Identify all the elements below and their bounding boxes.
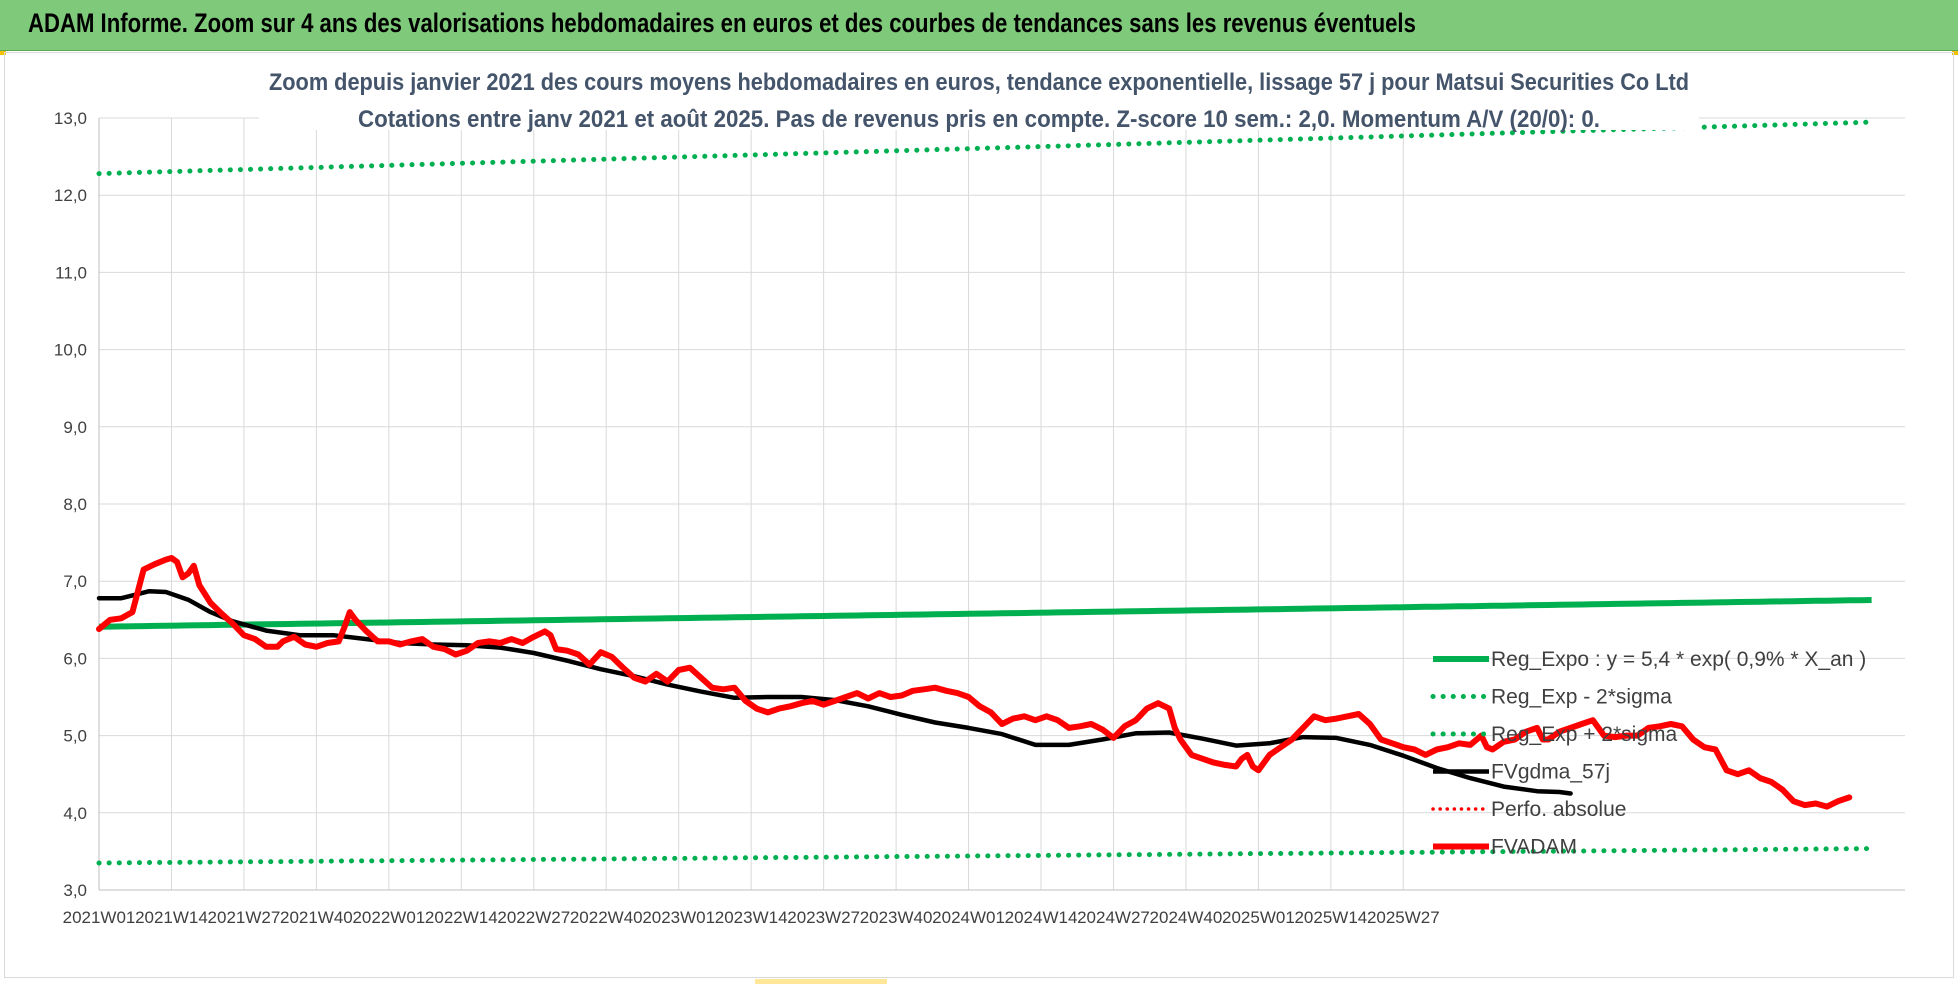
- reg-exp-plus-2sigma-line: [96, 119, 1875, 177]
- x-tick-label: 2024W40: [1150, 908, 1223, 927]
- y-tick-label: 8,0: [63, 495, 87, 514]
- chart-title-line-2: Cotations entre janv 2021 et août 2025. …: [358, 106, 1600, 133]
- gridlines: [98, 117, 1905, 891]
- x-tick-label: 2021W40: [280, 908, 353, 927]
- chart-area: 3,0 4,0 5,0 6,0 7,0 8,0 9,0 10,0 11,0 12,0 13,0 202…: [4, 52, 1954, 978]
- x-tick-label: 2023W14: [715, 908, 788, 927]
- legend-label: Reg_Exp + 2*sigma: [1491, 723, 1678, 746]
- x-tick-label: 2021W27: [208, 908, 281, 927]
- report-banner: ADAM Informe. Zoom sur 4 ans des valoris…: [0, 0, 1958, 51]
- legend-label: FVgdma_57j: [1491, 761, 1610, 784]
- x-tick-label: 2021W01: [63, 908, 136, 927]
- x-tick-label: 2024W01: [932, 908, 1005, 927]
- reg-exp-minus-2sigma-line: [96, 846, 1875, 866]
- reg-expo-line: [98, 597, 1872, 630]
- y-tick-label: 7,0: [63, 572, 87, 591]
- fvadam-line: [96, 555, 1853, 810]
- bottom-accent-bar: [755, 979, 887, 984]
- x-tick-label: 2022W40: [570, 908, 643, 927]
- chart-title-background: [259, 62, 1699, 130]
- legend: Reg_Expo : y = 5,4 * exp( 0,9% * X_an ) R…: [1430, 648, 1866, 859]
- y-tick-label: 6,0: [63, 649, 87, 668]
- x-tick-label: 2023W40: [860, 908, 933, 927]
- series-lines: [96, 119, 1875, 866]
- x-tick-label: 2023W01: [642, 908, 715, 927]
- x-tick-label: 2022W01: [352, 908, 425, 927]
- chart-title-line-1: Zoom depuis janvier 2021 des cours moyen…: [269, 69, 1689, 96]
- x-tick-label: 2023W27: [787, 908, 860, 927]
- x-tick-label: 2025W01: [1222, 908, 1295, 927]
- y-tick-label: 4,0: [63, 804, 87, 823]
- legend-label: Reg_Expo : y = 5,4 * exp( 0,9% * X_an ): [1491, 648, 1866, 671]
- x-tick-label: 2022W14: [425, 908, 498, 927]
- x-tick-label: 2025W27: [1367, 908, 1440, 927]
- y-tick-label: 13,0: [54, 109, 87, 128]
- x-tick-label: 2025W14: [1294, 908, 1367, 927]
- line-chart: 3,0 4,0 5,0 6,0 7,0 8,0 9,0 10,0 11,0 12,0 13,0 202…: [54, 62, 1905, 927]
- legend-label: Perfo. absolue: [1491, 798, 1626, 821]
- y-tick-label: 3,0: [63, 881, 87, 900]
- report-title: ADAM Informe. Zoom sur 4 ans des valoris…: [28, 8, 1416, 38]
- y-tick-label: 10,0: [54, 341, 87, 360]
- y-tick-label: 5,0: [63, 727, 87, 746]
- x-tick-label: 2021W14: [135, 908, 208, 927]
- banner-corner-left: [0, 51, 6, 55]
- banner-corner-right: [1952, 51, 1958, 55]
- y-tick-label: 9,0: [63, 418, 87, 437]
- x-tick-label: 2024W27: [1077, 908, 1150, 927]
- legend-label: FVADAM: [1491, 836, 1577, 859]
- y-tick-label: 11,0: [55, 263, 87, 282]
- axes: 3,0 4,0 5,0 6,0 7,0 8,0 9,0 10,0 11,0 12,0 13,0 202…: [54, 109, 1905, 927]
- x-tick-label: 2022W27: [497, 908, 570, 927]
- y-tick-label: 12,0: [54, 186, 87, 205]
- legend-label: Reg_Exp - 2*sigma: [1491, 686, 1672, 709]
- x-tick-label: 2024W14: [1005, 908, 1078, 927]
